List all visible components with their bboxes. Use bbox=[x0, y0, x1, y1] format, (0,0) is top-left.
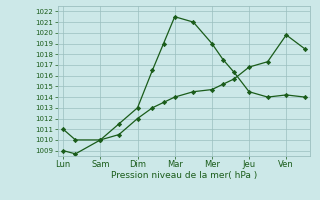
X-axis label: Pression niveau de la mer( hPa ): Pression niveau de la mer( hPa ) bbox=[111, 171, 257, 180]
